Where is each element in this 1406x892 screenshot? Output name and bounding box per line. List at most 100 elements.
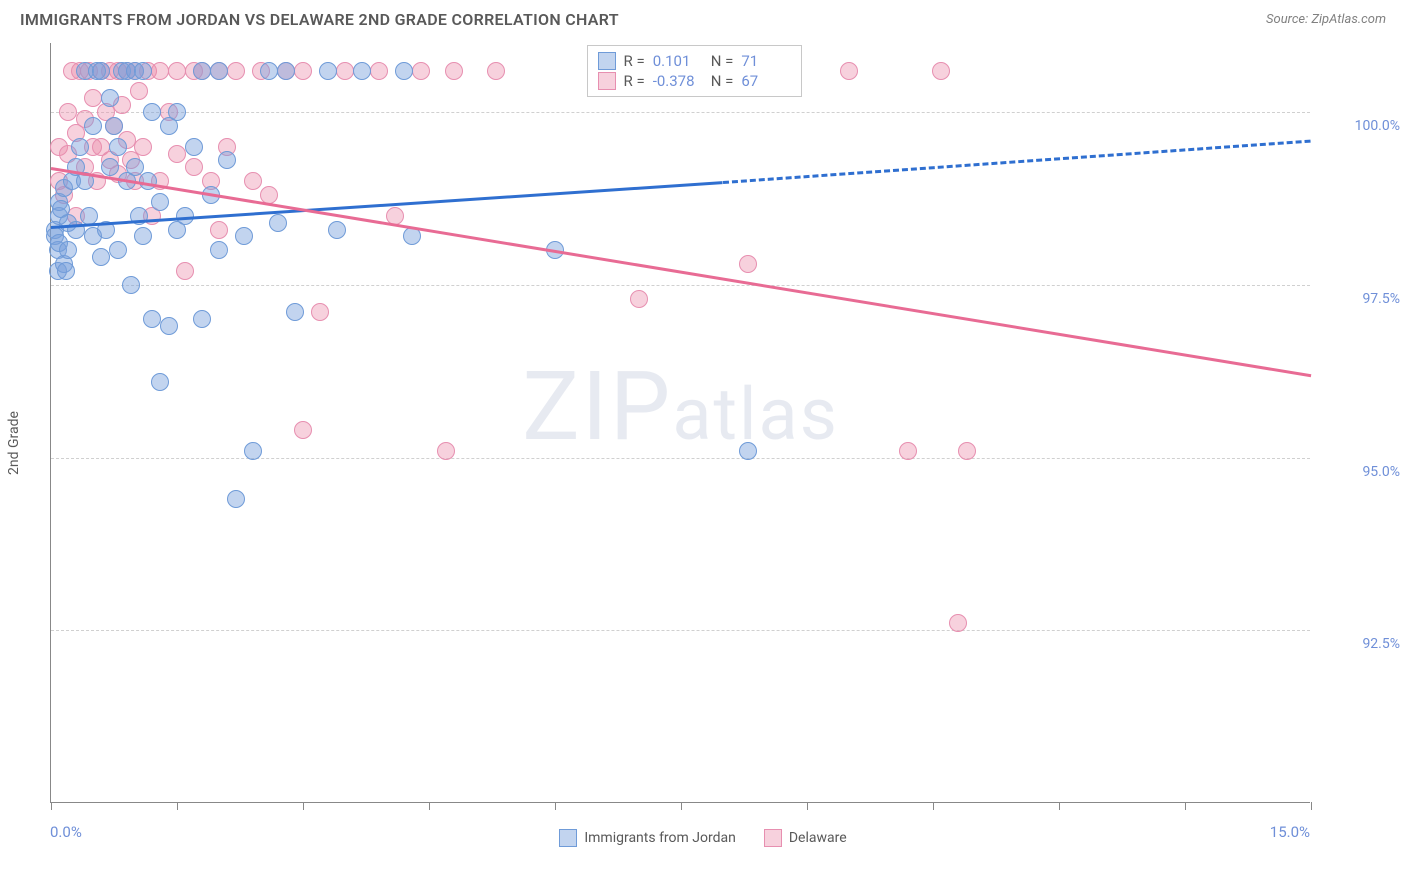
- stats-n-value: 71: [741, 52, 791, 70]
- scatter-point-a: [160, 317, 178, 335]
- y-tick-label: 92.5%: [1320, 636, 1400, 652]
- legend-item-a: Immigrants from Jordan: [559, 829, 736, 847]
- scatter-point-a: [395, 62, 413, 80]
- scatter-point-a: [269, 214, 287, 232]
- x-tick: [177, 802, 178, 810]
- chart-area: 2nd Grade ZIPatlas 100.0% 97.5% 95.0% 92.5%…: [0, 33, 1406, 853]
- scatter-point-b: [932, 62, 950, 80]
- scatter-point-b: [630, 290, 648, 308]
- x-tick: [1311, 802, 1312, 810]
- x-max-label: 15.0%: [1270, 823, 1310, 841]
- scatter-point-b: [294, 421, 312, 439]
- scatter-point-b: [487, 62, 505, 80]
- scatter-point-a: [244, 442, 262, 460]
- scatter-point-a: [286, 303, 304, 321]
- chart-header: IMMIGRANTS FROM JORDAN VS DELAWARE 2ND G…: [0, 0, 1406, 33]
- scatter-point-a: [185, 138, 203, 156]
- x-tick: [429, 802, 430, 810]
- scatter-point-a: [109, 138, 127, 156]
- source-label: Source:: [1266, 12, 1308, 27]
- source-name: ZipAtlas.com: [1311, 12, 1386, 27]
- stats-swatch: [598, 52, 616, 70]
- scatter-point-a: [151, 193, 169, 211]
- legend-item-b: Delaware: [764, 829, 847, 847]
- scatter-point-a: [739, 442, 757, 460]
- stats-r-value: 0.101: [653, 52, 703, 70]
- scatter-point-a: [277, 62, 295, 80]
- scatter-point-b: [168, 145, 186, 163]
- y-tick-label: 97.5%: [1320, 291, 1400, 307]
- scatter-point-a: [57, 262, 75, 280]
- scatter-point-a: [84, 117, 102, 135]
- scatter-point-b: [244, 172, 262, 190]
- y-axis-label: 2nd Grade: [6, 411, 22, 475]
- scatter-point-a: [134, 62, 152, 80]
- scatter-point-b: [899, 442, 917, 460]
- scatter-point-b: [739, 255, 757, 273]
- scatter-point-b: [59, 103, 77, 121]
- scatter-point-b: [210, 221, 228, 239]
- source-attribution: Source: ZipAtlas.com: [1266, 12, 1386, 27]
- scatter-point-a: [353, 62, 371, 80]
- scatter-point-a: [92, 62, 110, 80]
- trend-line-a-extrapolated: [723, 140, 1311, 184]
- scatter-point-b: [445, 62, 463, 80]
- gridline: [51, 285, 1310, 286]
- stats-box: R =0.101N =71R =-0.378N =67: [587, 45, 803, 97]
- scatter-point-a: [101, 158, 119, 176]
- x-tick: [555, 802, 556, 810]
- scatter-point-a: [319, 62, 337, 80]
- scatter-point-a: [193, 62, 211, 80]
- scatter-point-b: [840, 62, 858, 80]
- scatter-point-a: [260, 62, 278, 80]
- chart-title: IMMIGRANTS FROM JORDAN VS DELAWARE 2ND G…: [20, 10, 619, 29]
- x-min-label: 0.0%: [50, 823, 82, 841]
- x-tick: [1059, 802, 1060, 810]
- y-tick-label: 100.0%: [1320, 118, 1400, 134]
- scatter-point-a: [134, 227, 152, 245]
- scatter-point-b: [437, 442, 455, 460]
- scatter-plot: ZIPatlas 100.0%97.5%95.0%92.5%R =0.101N …: [50, 43, 1310, 803]
- x-tick: [1185, 802, 1186, 810]
- scatter-point-b: [227, 62, 245, 80]
- x-tick: [681, 802, 682, 810]
- scatter-point-a: [210, 62, 228, 80]
- scatter-point-b: [949, 614, 967, 632]
- watermark: ZIPatlas: [522, 351, 839, 463]
- scatter-point-a: [109, 241, 127, 259]
- scatter-point-a: [101, 89, 119, 107]
- legend-label-b: Delaware: [789, 830, 847, 846]
- scatter-point-b: [176, 262, 194, 280]
- scatter-point-a: [92, 248, 110, 266]
- bottom-legend: 0.0% Immigrants from Jordan Delaware 15.…: [0, 829, 1406, 847]
- scatter-point-a: [143, 310, 161, 328]
- scatter-point-b: [294, 62, 312, 80]
- x-tick: [807, 802, 808, 810]
- scatter-point-b: [168, 62, 186, 80]
- stats-row: R =-0.378N =67: [598, 72, 792, 90]
- trend-line-b: [51, 167, 1311, 377]
- x-tick: [933, 802, 934, 810]
- stats-r-label: R =: [624, 72, 645, 90]
- scatter-point-a: [105, 117, 123, 135]
- scatter-point-a: [193, 310, 211, 328]
- scatter-point-b: [370, 62, 388, 80]
- scatter-point-a: [235, 227, 253, 245]
- scatter-point-a: [151, 373, 169, 391]
- stats-swatch: [598, 72, 616, 90]
- gridline: [51, 458, 1310, 459]
- scatter-point-a: [218, 151, 236, 169]
- y-tick-label: 95.0%: [1320, 464, 1400, 480]
- x-tick: [303, 802, 304, 810]
- x-tick: [51, 802, 52, 810]
- legend-swatch-b: [764, 829, 782, 847]
- scatter-point-a: [59, 241, 77, 259]
- scatter-point-a: [122, 276, 140, 294]
- stats-r-label: R =: [624, 52, 645, 70]
- scatter-point-b: [336, 62, 354, 80]
- scatter-point-a: [210, 241, 228, 259]
- scatter-point-b: [412, 62, 430, 80]
- gridline: [51, 112, 1310, 113]
- scatter-point-b: [185, 158, 203, 176]
- scatter-point-b: [134, 138, 152, 156]
